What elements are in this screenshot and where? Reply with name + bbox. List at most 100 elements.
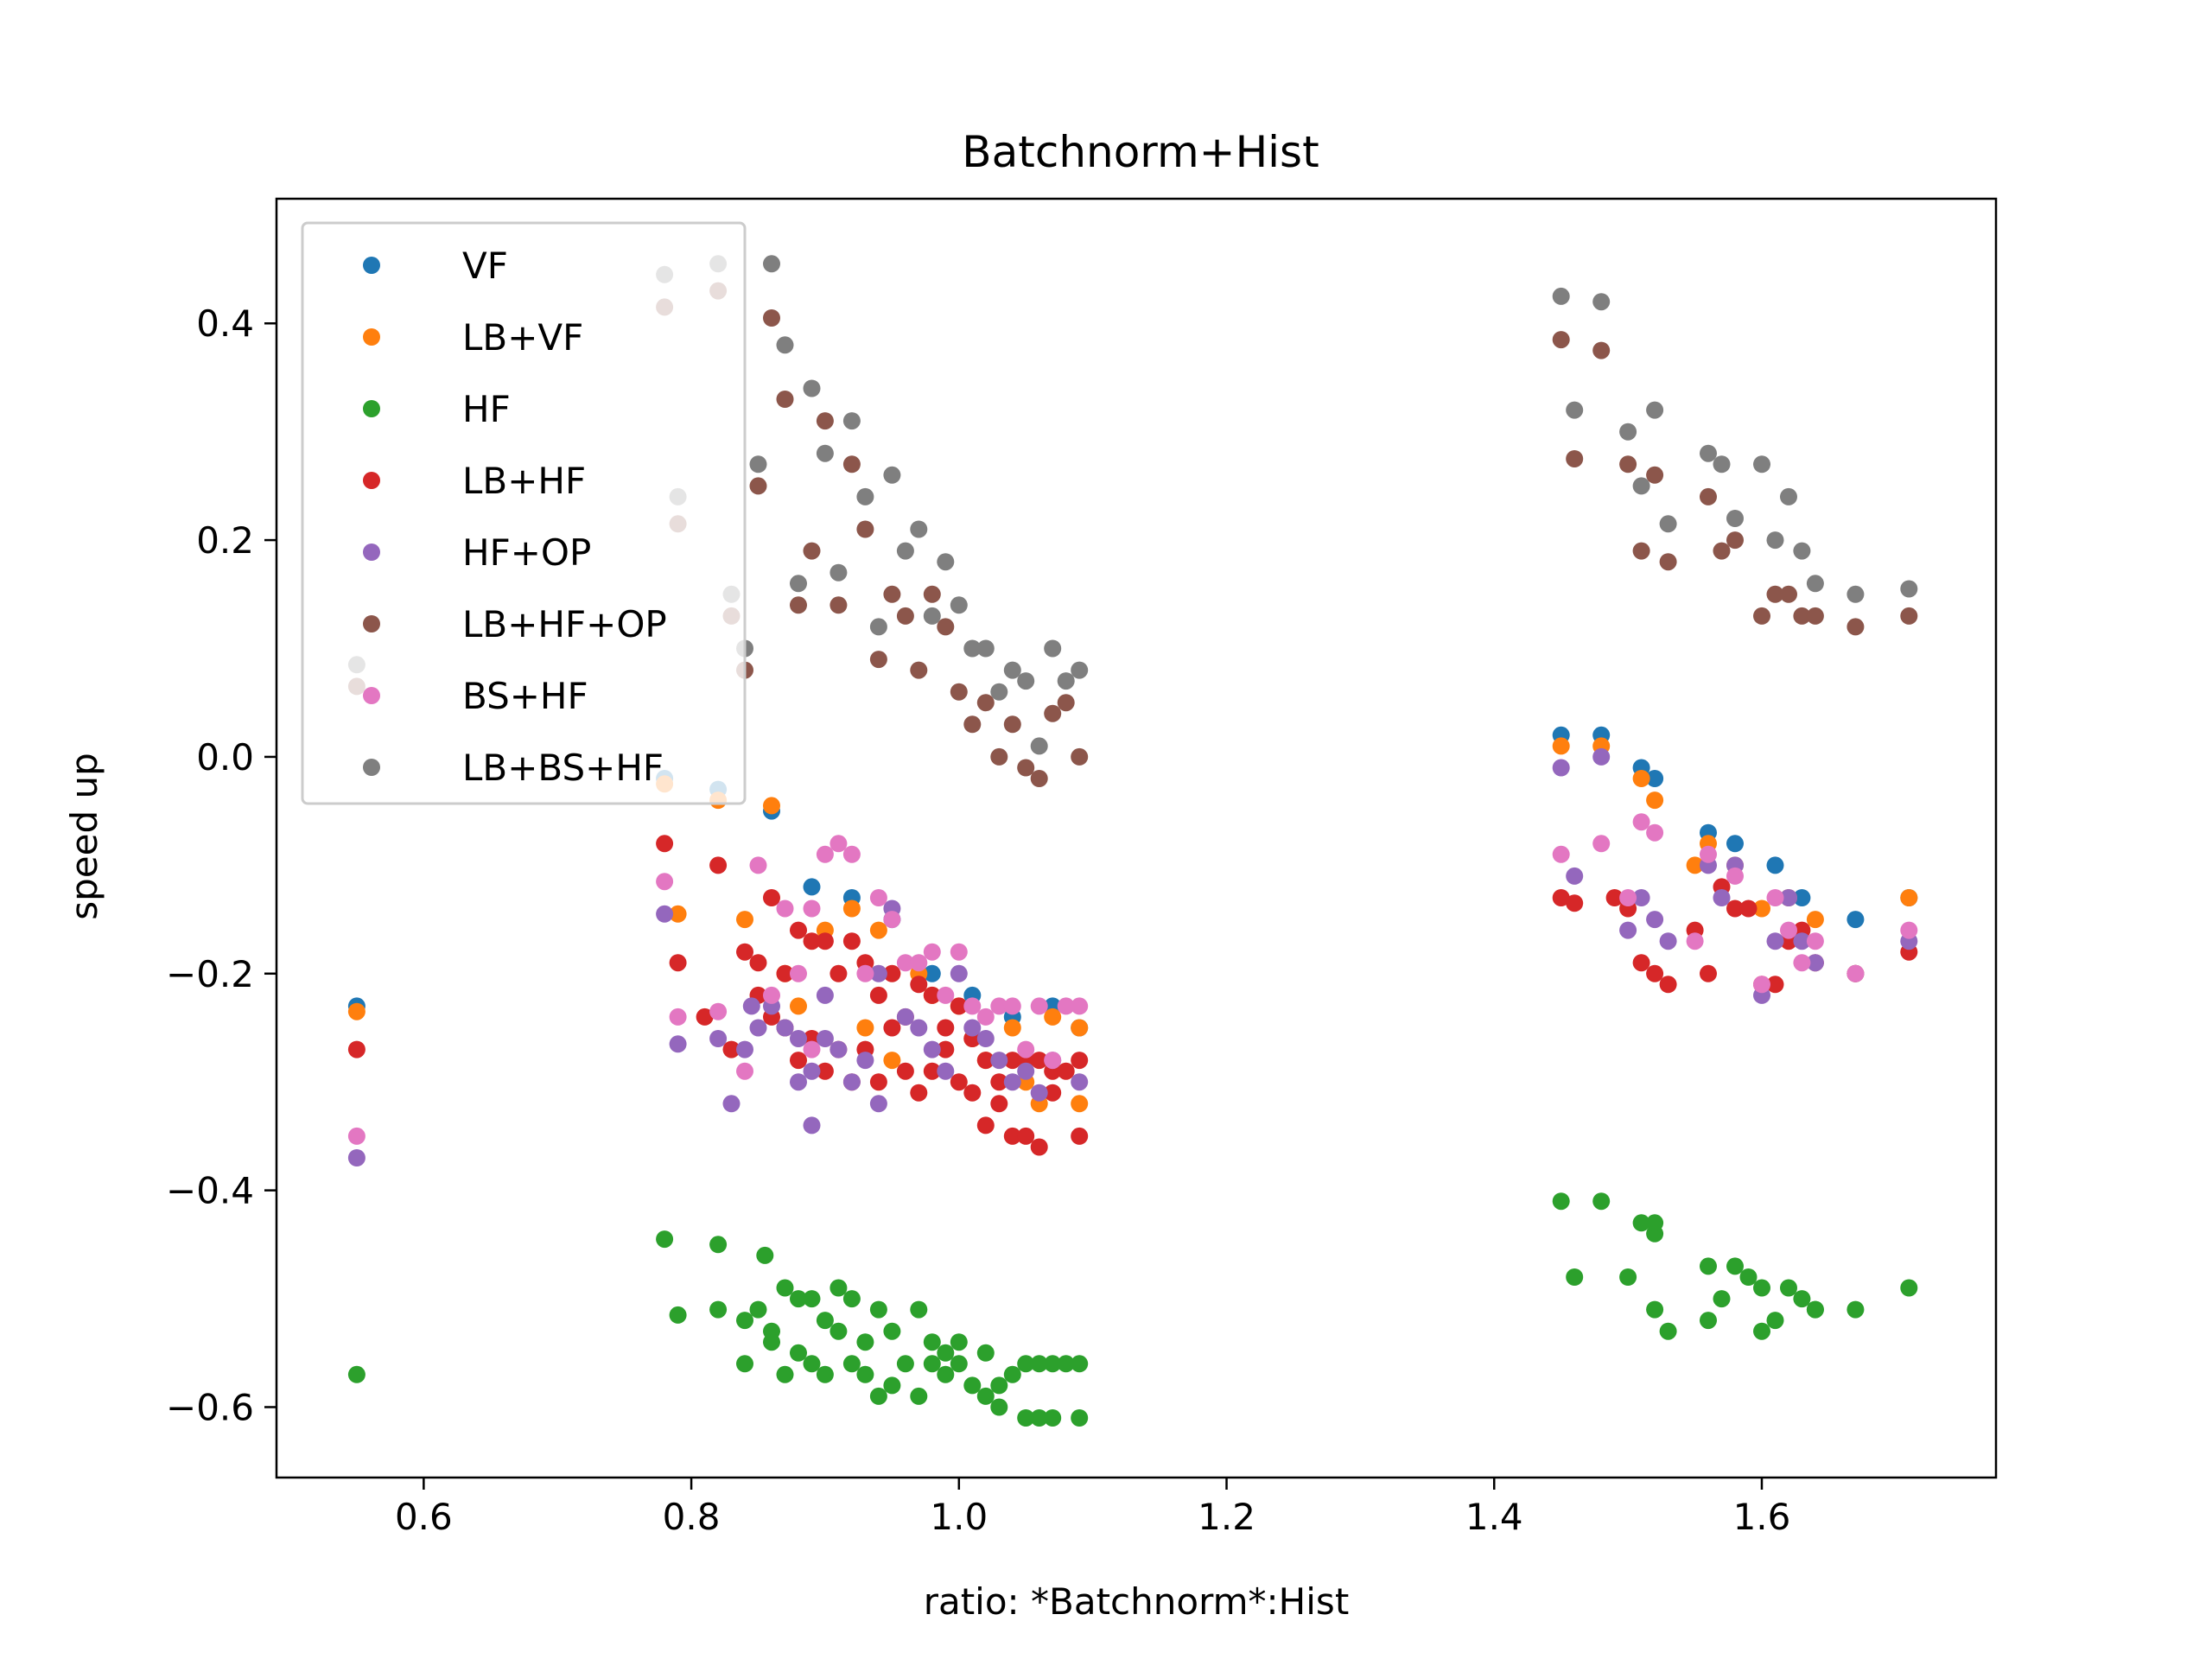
data-point [1753,899,1770,918]
data-point [1793,932,1811,950]
data-point [1632,813,1650,831]
legend-marker [363,615,380,632]
data-point [896,1062,914,1080]
data-point [1780,921,1797,939]
data-point [976,1007,995,1026]
data-point [1632,954,1650,972]
data-point [816,1030,834,1047]
data-point [790,596,807,614]
data-point [910,1084,928,1102]
data-point [1566,401,1584,419]
data-point [1017,672,1035,690]
data-point [1766,889,1784,906]
data-point [1632,477,1650,495]
data-point [896,607,914,625]
data-point [1619,921,1637,939]
data-point [1646,911,1664,929]
data-point [1632,542,1650,560]
data-point [656,1230,674,1249]
data-point [856,520,874,538]
data-point [963,1019,982,1037]
data-point [1646,1214,1664,1232]
data-point [816,1365,834,1383]
data-point [1659,553,1677,571]
y-axis: −0.6 −0.4 −0.2 0.0 0.2 0.4 [166,302,276,1428]
chart-title: Batchnorm+Hist [962,127,1319,177]
data-point [976,694,995,712]
data-point [950,1073,968,1091]
data-point [816,986,834,1004]
legend-marker [363,543,380,561]
x-tick-label: 0.6 [395,1496,453,1538]
data-point [1619,423,1637,441]
data-point [1071,1019,1089,1037]
data-point [709,1236,728,1254]
data-point [950,1355,968,1373]
data-point [803,1355,821,1373]
data-point [790,1344,807,1362]
data-point [869,1300,887,1319]
data-point [1847,964,1865,982]
data-point [937,1344,955,1362]
data-point [763,986,780,1004]
data-point [910,520,928,538]
data-point [1793,889,1811,906]
y-tick-label: 0.4 [196,302,254,345]
data-point [1793,1290,1811,1308]
data-point [763,889,780,906]
data-point [709,1002,728,1020]
series-bs-hf [347,813,1918,1145]
data-point [1900,889,1918,906]
data-point [883,911,901,929]
data-point [669,1007,687,1026]
data-point [896,1007,914,1026]
data-point [1726,1257,1744,1275]
data-point [976,639,995,658]
data-point [842,1290,861,1308]
data-point [976,1116,995,1135]
data-point [842,845,861,863]
data-point [1071,1355,1089,1373]
data-point [950,943,968,961]
data-point [990,997,1008,1015]
x-tick-label: 1.2 [1198,1496,1255,1538]
data-point [976,1052,995,1070]
data-point [1900,1279,1918,1297]
plot-frame [275,197,1998,1479]
data-point [1700,845,1717,863]
data-point [896,542,914,560]
legend-marker [363,400,380,417]
data-point [869,986,887,1004]
data-point [1057,672,1075,690]
data-point [896,954,914,972]
data-point [1646,823,1664,842]
data-point [883,1052,901,1070]
data-point [1766,531,1784,550]
data-point [976,1344,995,1362]
legend-label: LB+HF+OP [462,603,667,645]
data-point [990,1398,1008,1416]
data-point [1030,1138,1048,1156]
data-point [1003,1365,1021,1383]
data-point [1566,894,1584,912]
data-point [842,1073,861,1091]
data-point [803,878,821,896]
data-point [1713,542,1731,560]
data-point [749,1019,767,1037]
y-tick-label: −0.2 [166,953,254,995]
x-tick-label: 1.6 [1733,1496,1791,1538]
data-point [937,1019,955,1037]
data-point [1806,1300,1824,1319]
data-point [816,932,834,950]
data-point [910,1387,928,1405]
data-point [856,1365,874,1383]
data-point [736,911,753,929]
data-point [842,412,861,430]
data-point [923,1040,941,1058]
data-point [1003,715,1021,734]
data-point [1686,856,1704,874]
data-point [869,964,887,982]
data-point [756,1246,774,1264]
data-point [950,964,968,982]
data-point [1780,487,1797,505]
